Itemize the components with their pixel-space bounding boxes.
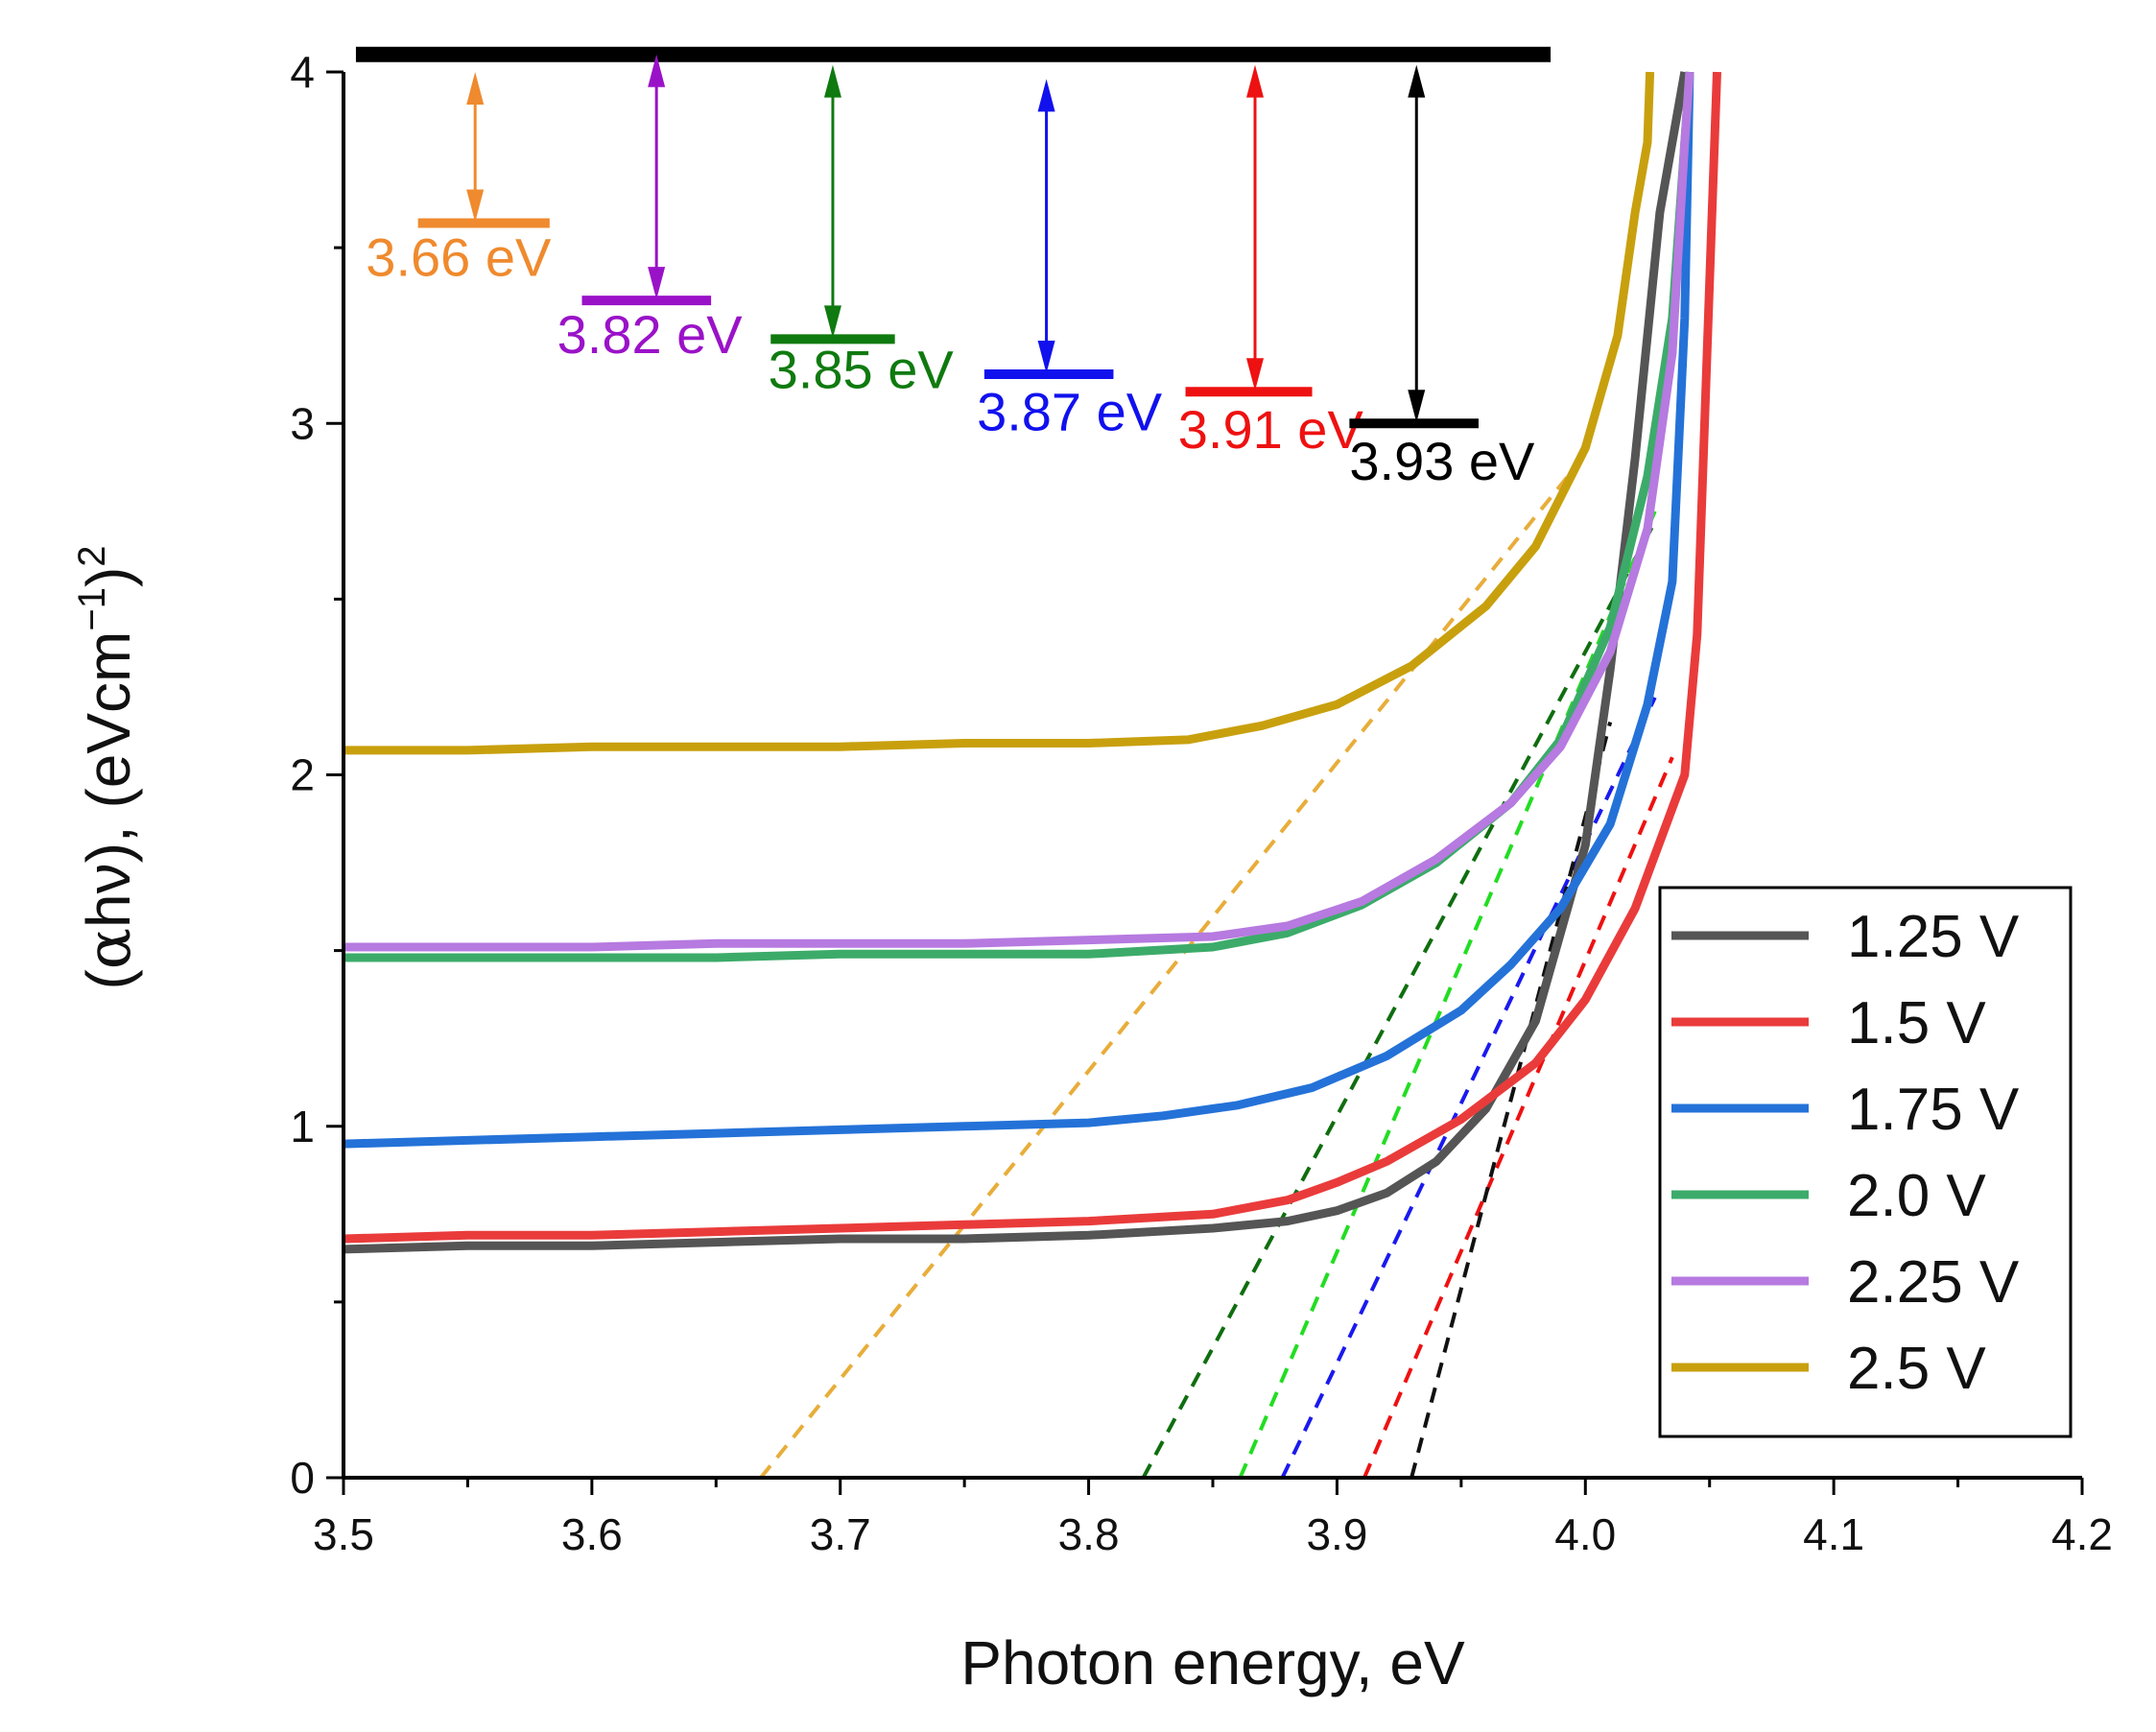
gap-arrow-head-bottom-3-87-ev — [1037, 340, 1055, 373]
y-ticks: 0 1 2 3 4 — [290, 47, 344, 1503]
gap-label-3-93-ev: 3.93 eV — [1349, 431, 1535, 491]
legend-label-1-25-v: 1.25 V — [1847, 904, 2020, 970]
fit-line-3 — [1238, 510, 1657, 1479]
gap-arrow-head-top-3-66-ev — [466, 72, 485, 105]
y-tick-label-2: 2 — [290, 750, 315, 800]
x-tick-label-3-6: 3.6 — [561, 1509, 623, 1559]
x-ticks: 3.5 3.6 3.7 3.8 3.9 4.0 4.1 4.2 — [313, 1478, 2113, 1559]
legend-label-1-5-v: 1.5 V — [1847, 990, 1986, 1056]
x-tick-label-4-1: 4.1 — [1803, 1509, 1864, 1559]
gap-arrow-head-bottom-3-91-ev — [1246, 358, 1265, 391]
gap-arrow-head-bottom-3-93-ev — [1408, 390, 1426, 423]
band-gap-annotations: 3.66 eV3.82 eV 3.85 eV 3.87 eV 3.91 eV3.93 … — [355, 46, 1552, 491]
x-tick-label-3-9: 3.9 — [1306, 1509, 1367, 1559]
legend-label-2-5-v: 2.5 V — [1847, 1336, 1986, 1402]
x-axis-label: Photon energy, eV — [960, 1628, 1465, 1697]
gap-arrow-head-bottom-3-66-ev — [466, 189, 485, 223]
gap-label-3-85-ev: 3.85 eV — [769, 340, 955, 400]
gap-arrow-head-top-3-93-ev — [1408, 64, 1426, 98]
y-axis-label: (αhν), (eVcm−1)2 — [71, 545, 145, 989]
gap-label-3-82-ev: 3.82 eV — [557, 304, 744, 365]
x-tick-label-3-8: 3.8 — [1058, 1509, 1120, 1559]
legend-label-2-0-v: 2.0 V — [1847, 1163, 1986, 1229]
fit-line-4 — [1280, 697, 1657, 1479]
legend-label-2-25-v: 2.25 V — [1847, 1249, 2020, 1316]
gap-arrow-head-bottom-3-82-ev — [648, 267, 666, 300]
x-tick-label-4-0: 4.0 — [1554, 1509, 1616, 1559]
series-line-1-75-v — [344, 71, 1694, 1149]
gap-arrow-head-top-3-87-ev — [1037, 79, 1055, 112]
gap-arrow-head-top-3-91-ev — [1246, 64, 1265, 98]
data-series — [344, 71, 1721, 1254]
y-tick-label-3: 3 — [290, 398, 315, 448]
legend-box — [1658, 886, 2073, 1438]
y-tick-label-4: 4 — [290, 47, 315, 97]
series-line-1-5-v — [344, 71, 1721, 1244]
gap-arrow-head-top-3-82-ev — [648, 54, 666, 87]
series-line-2-0-v — [344, 71, 1694, 962]
series-line-1-25-v — [344, 71, 1690, 1254]
x-tick-label-4-2: 4.2 — [2051, 1509, 2113, 1559]
y-tick-label-1: 1 — [290, 1102, 315, 1151]
gap-arrow-head-bottom-3-85-ev — [823, 305, 841, 339]
legend-label-1-75-v: 1.75 V — [1847, 1077, 2020, 1143]
gap-label-3-66-ev: 3.66 eV — [366, 226, 552, 287]
series-line-2-5-v — [344, 71, 1655, 755]
gap-arrow-head-top-3-85-ev — [823, 64, 841, 98]
gap-label-3-91-ev: 3.91 eV — [1178, 399, 1364, 460]
x-tick-label-3-7: 3.7 — [810, 1509, 871, 1559]
series-line-2-25-v — [344, 71, 1694, 952]
x-tick-label-3-5: 3.5 — [313, 1509, 374, 1559]
fit-line-5 — [1362, 756, 1674, 1479]
fit-line-6 — [1410, 722, 1613, 1479]
legend: 1.25 V 1.5 V 1.75 V 2.0 V 2.25 V 2.5 V — [1658, 886, 2073, 1438]
y-tick-label-0: 0 — [290, 1453, 315, 1503]
gap-label-3-87-ev: 3.87 eV — [977, 382, 1163, 442]
